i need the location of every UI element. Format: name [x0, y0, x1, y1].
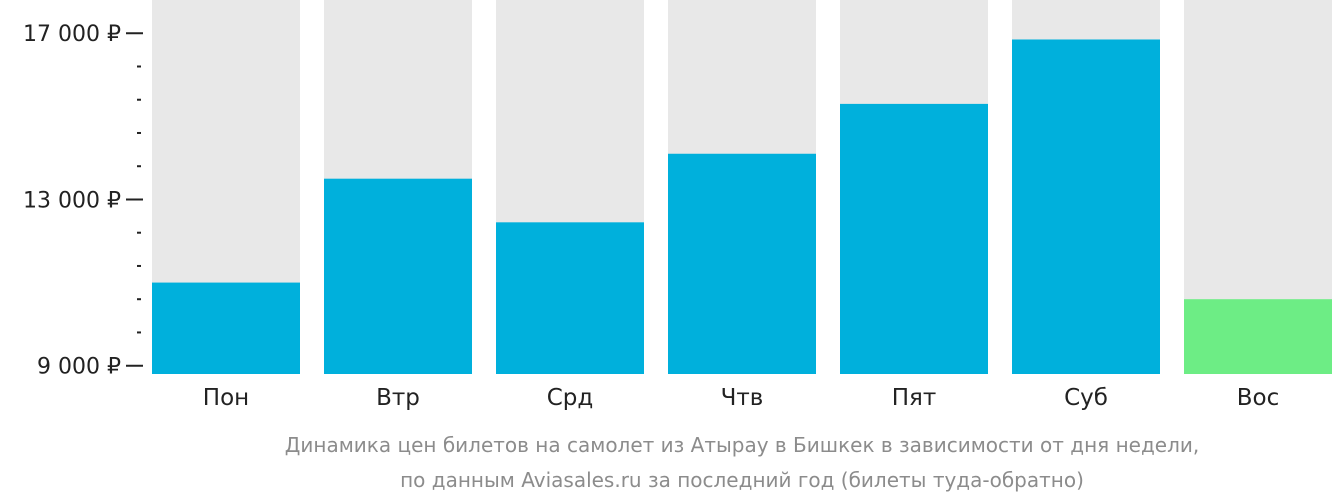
y-axis: 9 000 ₽ 13 000 ₽ 17 000 ₽ [23, 22, 143, 380]
y-tick-label: 17 000 ₽ [23, 22, 121, 47]
y-tick-label: 9 000 ₽ [37, 355, 121, 380]
bars [152, 39, 1332, 374]
x-tick-label: Втр [376, 385, 420, 411]
chart-caption-line-2: по данным Aviasales.ru за последний год … [400, 468, 1084, 492]
bar-4 [668, 153, 816, 374]
y-tick-label: 13 000 ₽ [23, 188, 121, 213]
x-axis-labels: Пон Втр Срд Чтв Пят Суб Вос [203, 385, 1279, 411]
x-tick-label: Срд [547, 385, 594, 411]
x-tick-label: Вос [1237, 385, 1280, 411]
x-tick-label: Пон [203, 385, 249, 411]
x-tick-label: Суб [1064, 385, 1108, 411]
bar-1 [152, 282, 300, 374]
bar-5 [840, 103, 988, 374]
chart-caption-line-1: Динамика цен билетов на самолет из Атыра… [285, 433, 1199, 457]
x-tick-label: Пят [892, 385, 937, 411]
bar-6 [1012, 39, 1160, 374]
bar-3 [496, 222, 644, 374]
bar-7 [1184, 299, 1332, 374]
bar-2 [324, 178, 472, 374]
x-tick-label: Чтв [721, 385, 764, 411]
